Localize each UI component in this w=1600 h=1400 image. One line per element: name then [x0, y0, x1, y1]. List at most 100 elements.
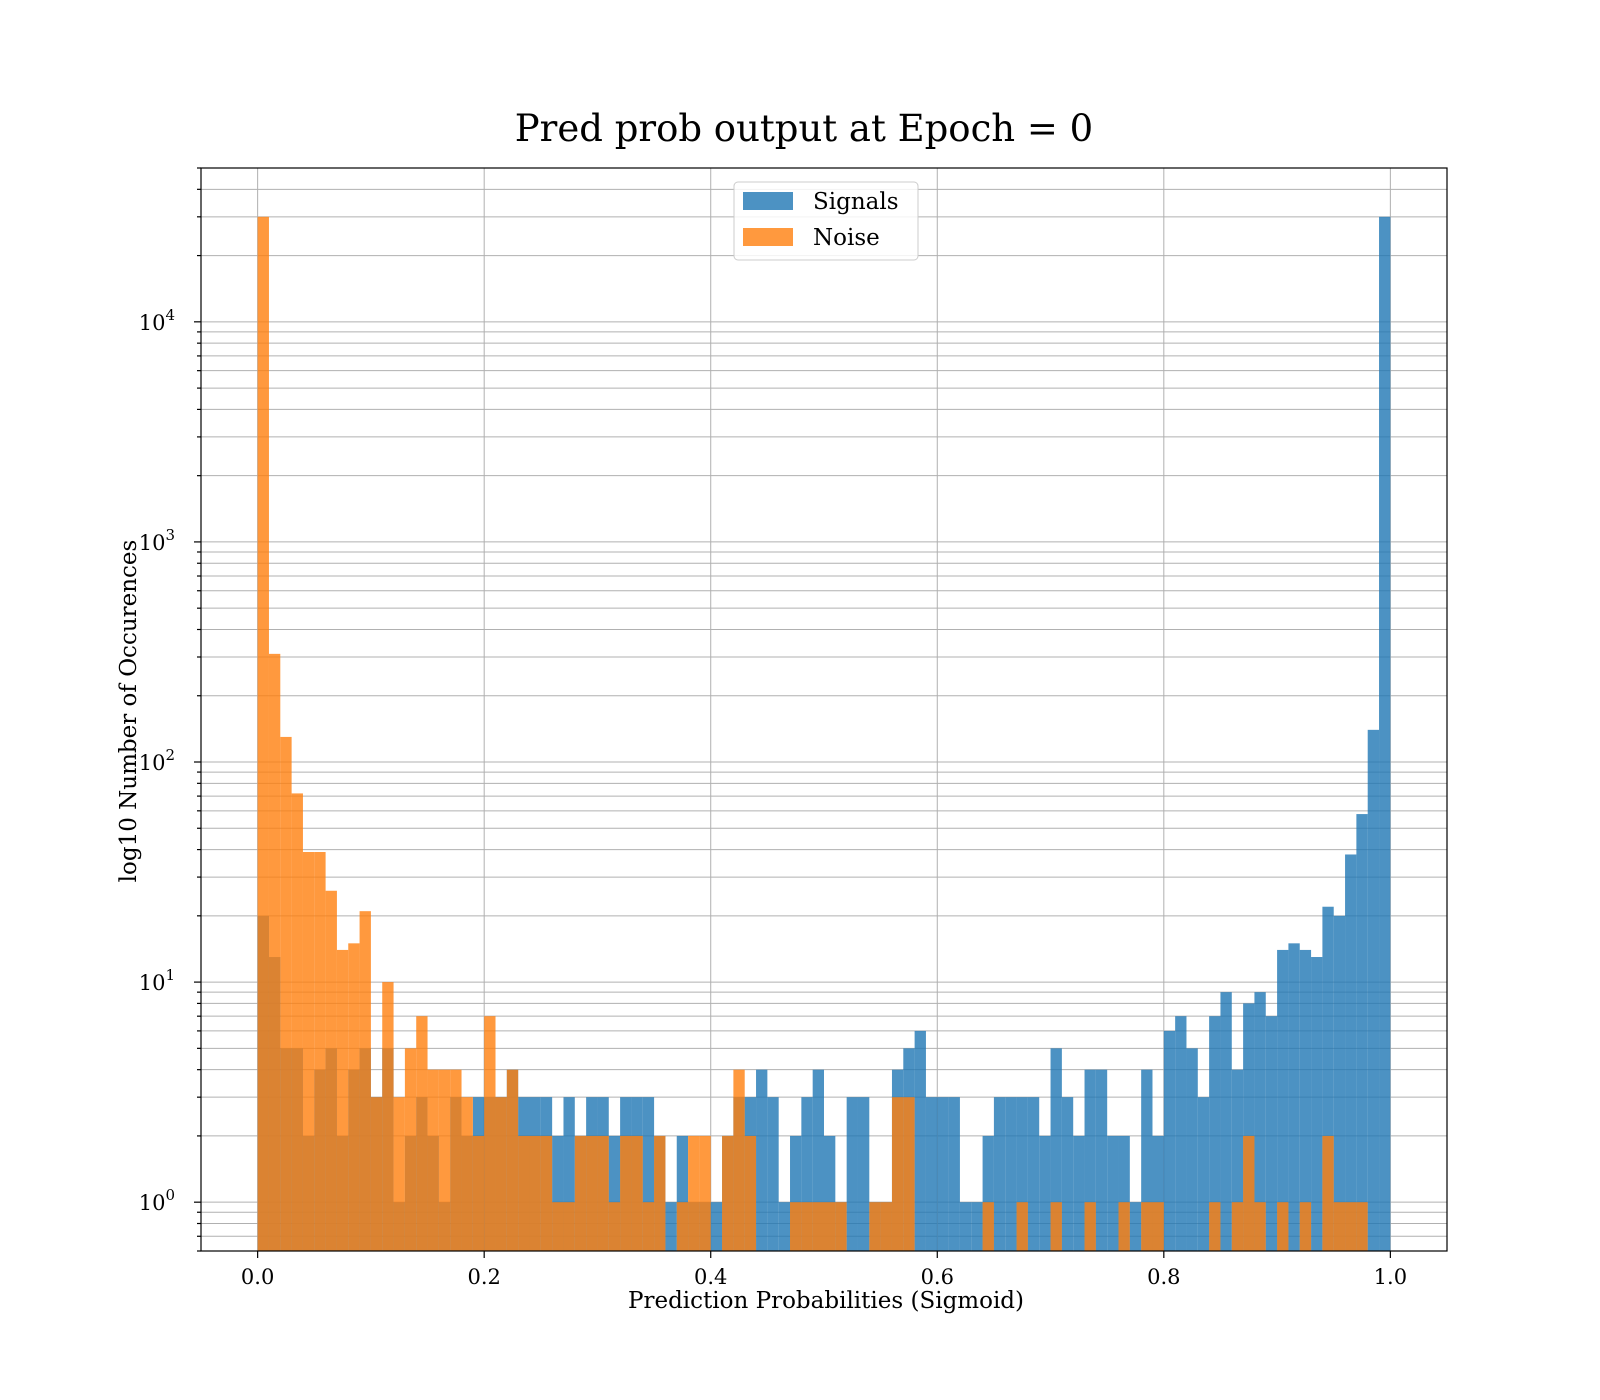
- signals-bar: [812, 1069, 824, 1251]
- noise-bar: [869, 1202, 881, 1251]
- noise-bars: [257, 216, 1368, 1251]
- signals-bar: [1163, 1030, 1176, 1251]
- noise-bar: [268, 653, 281, 1251]
- y-tick-label: 101: [139, 966, 175, 995]
- signals-bar: [959, 1202, 972, 1251]
- x-tick-label: 0.6: [921, 1265, 954, 1289]
- noise-bar: [552, 1202, 564, 1251]
- noise-bar: [688, 1135, 700, 1251]
- legend: Signals Noise: [733, 181, 919, 261]
- axis-ticks: 0.0 0.2 0.4 0.6 0.8 1.0 100 101 102 103 104: [139, 167, 1407, 1289]
- noise-bar: [291, 793, 303, 1251]
- noise-bar: [1254, 1202, 1266, 1251]
- y-tick-label: 104: [139, 306, 175, 335]
- noise-bar: [642, 1202, 655, 1251]
- noise-bar: [1231, 1202, 1244, 1251]
- signals-bar: [1333, 915, 1346, 1251]
- noise-bar: [574, 1135, 587, 1251]
- noise-bar: [1209, 1202, 1221, 1251]
- signals-bar: [1220, 992, 1232, 1251]
- signals-bar: [778, 1202, 791, 1251]
- noise-bar: [461, 1097, 473, 1251]
- signals-bar: [1050, 1048, 1062, 1251]
- y-axis-label: log10 Number of Occurences: [116, 540, 142, 883]
- noise-bar: [382, 982, 394, 1251]
- noise-bar: [1152, 1202, 1164, 1251]
- signals-bar: [971, 1202, 983, 1251]
- signals-bar: [925, 1097, 938, 1251]
- signals-bar: [948, 1097, 960, 1251]
- x-tick-label: 1.0: [1374, 1265, 1407, 1289]
- y-tick-label: 103: [139, 526, 175, 555]
- noise-bar: [529, 1135, 541, 1251]
- legend-label-signals: Signals: [813, 189, 899, 215]
- noise-bar: [484, 1016, 496, 1251]
- signals-bar: [1367, 729, 1380, 1251]
- signals-bar: [1197, 1097, 1210, 1251]
- signals-bar: [790, 1135, 802, 1251]
- noise-bar: [404, 1048, 417, 1251]
- noise-bar: [744, 1135, 757, 1251]
- signals-bar: [801, 1097, 813, 1251]
- noise-bar: [348, 943, 360, 1251]
- signals-bar: [1118, 1135, 1130, 1251]
- signals-bar: [1152, 1135, 1164, 1251]
- signals-bar: [1129, 1202, 1142, 1251]
- noise-bar: [824, 1202, 836, 1251]
- noise-bar: [336, 949, 349, 1251]
- noise-bar: [506, 1069, 519, 1251]
- signals-bar: [1322, 906, 1334, 1251]
- noise-bar: [586, 1135, 598, 1251]
- noise-bar: [302, 852, 315, 1251]
- noise-bar: [472, 1135, 485, 1251]
- signals-bar: [1107, 1135, 1119, 1251]
- signals-bar: [1311, 957, 1323, 1251]
- signals-bar: [1243, 1003, 1255, 1251]
- x-tick-label: 0.2: [467, 1265, 500, 1289]
- noise-bar: [314, 852, 326, 1251]
- signals-bar: [1027, 1097, 1040, 1251]
- noise-bar: [801, 1202, 813, 1251]
- chart-title: Pred prob output at Epoch = 0: [515, 107, 1093, 150]
- noise-bar: [654, 1135, 666, 1251]
- noise-bar: [1084, 1202, 1096, 1251]
- signals-bar: [982, 1135, 994, 1251]
- noise-bar: [903, 1097, 915, 1251]
- signals-bar: [846, 1097, 858, 1251]
- signals-bar: [665, 1202, 677, 1251]
- noise-bar: [416, 1016, 428, 1251]
- noise-bar: [1299, 1202, 1312, 1251]
- signals-bar: [1209, 1016, 1221, 1251]
- noise-bar: [1322, 1135, 1334, 1251]
- signals-bar: [824, 1135, 836, 1251]
- noise-bar: [1050, 1202, 1062, 1251]
- x-axis-label: Prediction Probabilities (Sigmoid): [628, 1288, 1024, 1314]
- signals-bar: [937, 1097, 949, 1251]
- noise-bar: [280, 736, 292, 1251]
- signals-bar: [756, 1069, 768, 1251]
- signals-bar: [1265, 1016, 1278, 1251]
- signals-bar: [767, 1097, 779, 1251]
- signals-bar: [1277, 949, 1289, 1251]
- signals-bar: [642, 1097, 655, 1251]
- signals-bar: [857, 1097, 870, 1251]
- noise-bar: [1333, 1202, 1346, 1251]
- noise-bar: [790, 1202, 802, 1251]
- noise-bar: [257, 216, 269, 1251]
- noise-bar: [722, 1135, 734, 1251]
- x-tick-label: 0.0: [241, 1265, 274, 1289]
- noise-bar: [427, 1069, 439, 1251]
- signals-bar: [563, 1097, 575, 1251]
- noise-bar: [982, 1202, 994, 1251]
- noise-bar: [620, 1135, 632, 1251]
- signals-bar: [1379, 216, 1391, 1251]
- signals-bar: [993, 1097, 1006, 1251]
- noise-bar: [325, 890, 337, 1251]
- signals-bar: [1005, 1097, 1017, 1251]
- signals-bar: [1061, 1097, 1074, 1251]
- noise-bar: [393, 1097, 405, 1251]
- noise-bar: [359, 911, 371, 1251]
- signals-bar: [1288, 943, 1300, 1251]
- noise-bar: [631, 1135, 643, 1251]
